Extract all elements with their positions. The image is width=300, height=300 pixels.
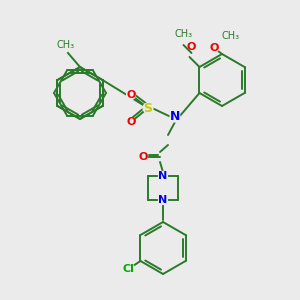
Circle shape	[127, 91, 135, 99]
Circle shape	[159, 196, 167, 204]
Text: N: N	[170, 110, 180, 124]
Text: N: N	[158, 195, 168, 205]
Circle shape	[170, 112, 180, 122]
Text: O: O	[126, 117, 136, 127]
Text: CH₃: CH₃	[57, 40, 75, 50]
Circle shape	[143, 103, 153, 113]
Text: CH₃: CH₃	[174, 29, 193, 39]
Circle shape	[139, 153, 147, 161]
Circle shape	[159, 172, 167, 180]
Text: N: N	[158, 171, 168, 181]
Text: O: O	[138, 152, 148, 162]
Text: Cl: Cl	[122, 264, 134, 274]
Text: S: S	[143, 101, 152, 115]
Text: O: O	[126, 90, 136, 100]
Circle shape	[210, 44, 218, 52]
Text: O: O	[209, 43, 219, 53]
Text: CH₃: CH₃	[222, 31, 240, 41]
Text: O: O	[187, 42, 196, 52]
Circle shape	[127, 118, 135, 126]
